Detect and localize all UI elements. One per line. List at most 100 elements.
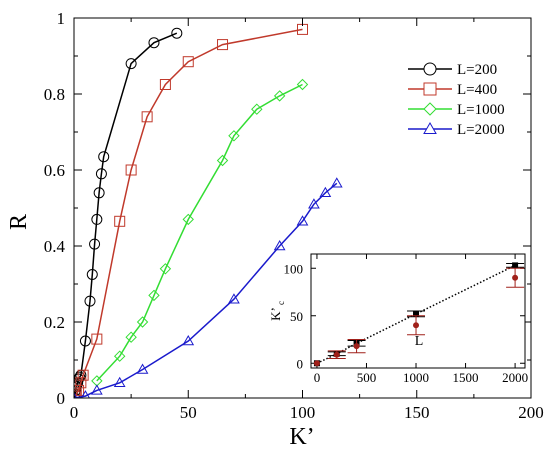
inset-y-axis-label-main: K’: [268, 307, 283, 321]
inset-x-tick-label: 1000: [403, 370, 429, 385]
x-tick-label: 200: [518, 403, 544, 422]
inset-x-tick-label: 2000: [502, 370, 528, 385]
legend-item-l-400: L=400: [408, 82, 497, 98]
legend: L=200 L=400 L=1000 L=2000: [408, 62, 505, 138]
y-tick-label: 0.8: [44, 85, 65, 104]
data-point: [98, 151, 110, 163]
y-tick-label: 0: [57, 389, 66, 408]
inset-y-axis-label-sub: c: [276, 301, 286, 305]
series-l-200: [74, 27, 183, 398]
data-point: [182, 334, 195, 346]
data-point: [273, 90, 286, 102]
inset-data-point: [413, 322, 420, 329]
inset-data-point: [333, 351, 340, 358]
inset-axes: 0 500 1000 1500 2000 0 50 100: [284, 254, 528, 385]
inset-y-tick-label: 50: [290, 309, 303, 324]
legend-label: L=200: [457, 62, 497, 78]
inset-x-axis-label: L: [415, 334, 424, 349]
inset-data-point: [512, 262, 519, 269]
data-point: [74, 390, 81, 398]
x-tick-label: 0: [70, 403, 79, 422]
data-point: [114, 215, 126, 227]
main-series-group: [74, 23, 343, 398]
inset-data-point: [353, 343, 360, 350]
data-point: [113, 350, 126, 362]
main-y-axis-label: R: [6, 214, 32, 230]
inset-x-tick-label: 0: [314, 370, 321, 385]
data-point: [296, 78, 309, 91]
inset-fit-line: [316, 264, 516, 364]
series-line-l-200: [74, 32, 178, 398]
legend-item-l-1000: L=1000: [408, 102, 505, 118]
x-tick-label: 100: [290, 403, 316, 422]
data-point: [77, 369, 89, 381]
data-point: [182, 213, 194, 226]
series-l-1000: [91, 78, 309, 387]
series-line-l-1000: [96, 83, 303, 382]
data-point: [159, 79, 171, 90]
inset-y-axis-label: K’ c: [268, 301, 286, 321]
data-point: [330, 177, 343, 188]
legend-marker: [423, 82, 437, 96]
legend-item-l-2000: L=2000: [408, 121, 505, 138]
data-point: [93, 187, 105, 199]
data-point: [136, 363, 149, 374]
y-tick-label: 0.6: [44, 161, 65, 180]
data-point: [296, 215, 309, 226]
data-point: [159, 263, 172, 275]
data-point: [228, 130, 240, 142]
data-point: [171, 27, 183, 39]
data-point: [95, 168, 107, 180]
inset-y-tick-label: 100: [284, 261, 304, 276]
data-point: [125, 331, 137, 343]
data-point: [319, 186, 332, 198]
data-point: [182, 56, 194, 68]
inset-data-point: [313, 360, 320, 367]
data-point: [74, 384, 85, 396]
data-point: [74, 391, 78, 398]
data-point: [74, 388, 82, 398]
data-point: [228, 293, 240, 304]
data-point: [125, 58, 137, 70]
legend-marker: [423, 102, 437, 116]
data-point: [74, 371, 86, 383]
inset-y-tick-label: 0: [297, 356, 304, 371]
legend-item-l-200: L=200: [408, 62, 497, 78]
inset-x-tick-label: 1500: [453, 370, 479, 385]
legend-label: L=2000: [457, 122, 505, 138]
series-l-400: [74, 23, 308, 398]
main-x-axis-label: K’: [289, 424, 314, 450]
y-tick-label: 1: [57, 9, 66, 28]
data-point: [125, 164, 137, 176]
data-point: [113, 376, 126, 388]
data-point: [216, 154, 229, 167]
data-point: [251, 103, 263, 115]
y-tick-label: 0.2: [44, 313, 65, 332]
x-tick-label: 50: [180, 403, 197, 422]
legend-marker: [423, 62, 437, 76]
data-point: [273, 239, 286, 251]
data-point: [148, 37, 160, 49]
data-point: [86, 269, 98, 280]
x-tick-label: 150: [404, 403, 430, 422]
data-point: [84, 295, 96, 307]
series-line-l-400: [74, 28, 303, 397]
data-point: [80, 390, 90, 398]
legend-label: L=1000: [457, 102, 505, 118]
data-point: [91, 333, 103, 345]
inset-plot: 0 500 1000 1500 2000 0 50 100 L K’ c: [268, 253, 528, 385]
data-point: [136, 316, 149, 328]
data-point: [308, 198, 320, 209]
inset-series-2: [313, 267, 525, 367]
data-point: [91, 213, 103, 225]
inset-series-group: [313, 262, 525, 367]
data-point: [74, 392, 81, 398]
data-point: [141, 111, 153, 123]
data-point: [79, 335, 91, 347]
legend-label: L=400: [457, 82, 497, 98]
data-point: [75, 377, 87, 389]
data-point: [89, 238, 101, 250]
